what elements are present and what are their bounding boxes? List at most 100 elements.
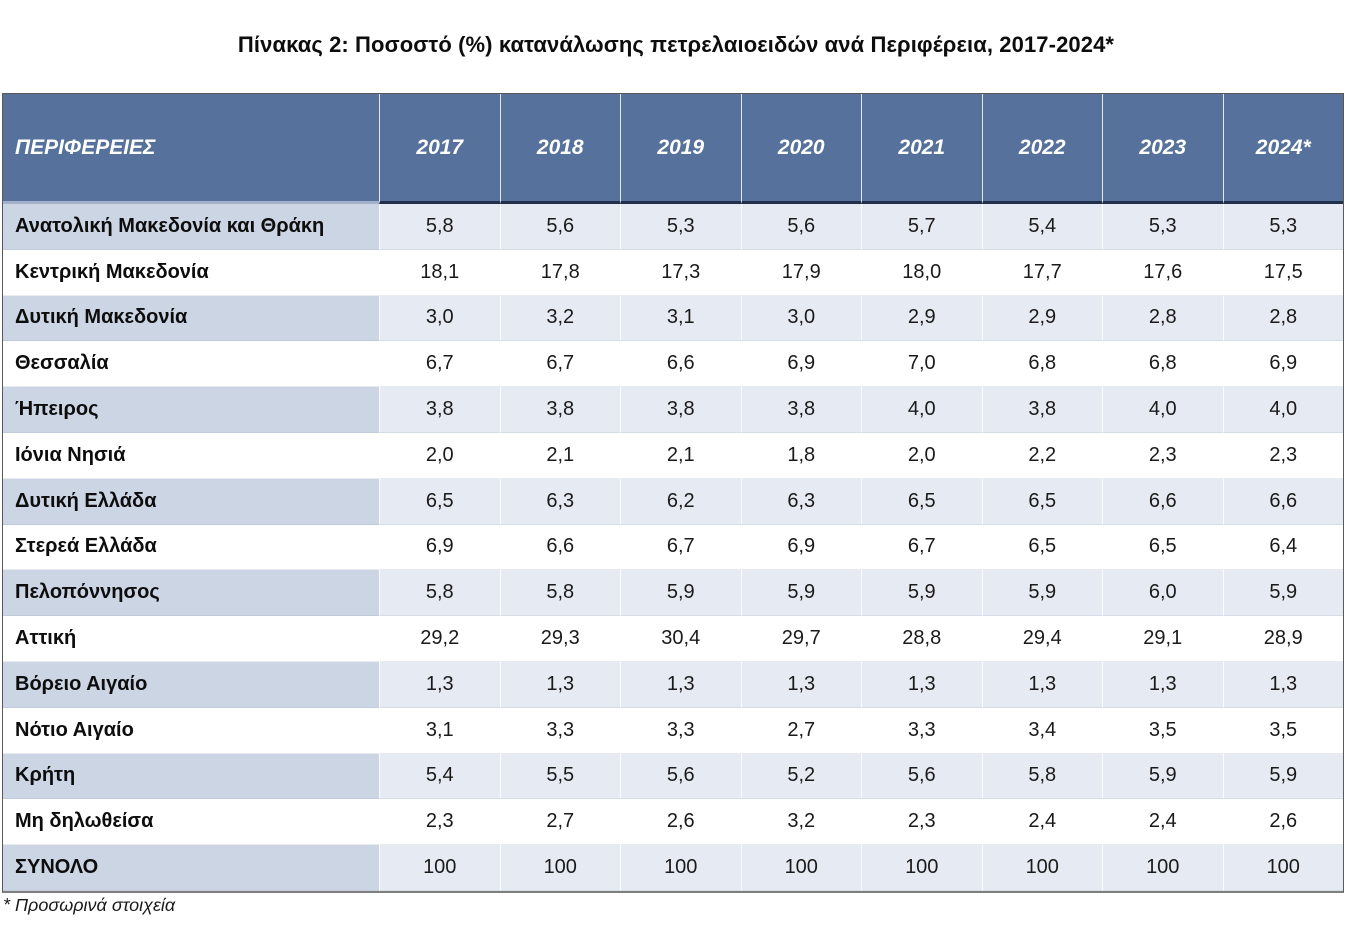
column-header-2017: 2017 <box>379 94 500 204</box>
value-cell: 6,8 <box>981 341 1102 388</box>
value-cell: 100 <box>379 845 500 891</box>
value-cell: 1,8 <box>740 432 861 479</box>
value-cell: 5,8 <box>981 753 1102 800</box>
table-row: Κεντρική Μακεδονία 18,1 17,8 17,3 17,9 18,0 17… <box>3 249 1343 296</box>
value-cell: 100 <box>1102 845 1223 891</box>
value-cell: 2,3 <box>379 799 500 846</box>
value-cell: 29,2 <box>379 616 500 662</box>
value-cell: 6,9 <box>1222 341 1343 388</box>
table-row: Ήπειρος 3,8 3,8 3,8 3,8 4,0 3,8 4,0 4,0 <box>3 387 1343 433</box>
value-cell: 100 <box>740 845 861 891</box>
table-row: Μη δηλωθείσα 2,3 2,7 2,6 3,2 2,3 2,4 2,4 2,6 <box>3 799 1343 846</box>
value-cell: 2,2 <box>981 432 1102 479</box>
value-cell: 5,9 <box>1102 753 1223 800</box>
table-title: Πίνακας 2: Ποσοστό (%) κατανάλωσης πετρε… <box>237 32 1115 57</box>
table-row-total: ΣΥΝΟΛΟ 100 100 100 100 100 100 100 100 <box>3 845 1343 891</box>
value-cell: 2,7 <box>740 707 861 754</box>
value-cell: 5,3 <box>620 204 741 250</box>
value-cell: 1,3 <box>1222 661 1343 708</box>
table-row: Θεσσαλία 6,7 6,7 6,6 6,9 7,0 6,8 6,8 6,9 <box>3 341 1343 388</box>
value-cell: 6,3 <box>499 478 620 525</box>
value-cell: 1,3 <box>981 661 1102 708</box>
region-cell: Αττική <box>3 616 379 662</box>
value-cell: 29,1 <box>1102 616 1223 662</box>
value-cell: 2,1 <box>620 432 741 479</box>
value-cell: 5,7 <box>861 204 982 250</box>
value-cell: 5,6 <box>740 204 861 250</box>
value-cell: 6,6 <box>1222 478 1343 525</box>
table-row: Στερεά Ελλάδα 6,9 6,6 6,7 6,9 6,7 6,5 6,5 6,4 <box>3 524 1343 571</box>
table-row: Δυτική Ελλάδα 6,5 6,3 6,2 6,3 6,5 6,5 6,6 6,6 <box>3 478 1343 525</box>
table-row: Νότιο Αιγαίο 3,1 3,3 3,3 2,7 3,3 3,4 3,5 3,5 <box>3 707 1343 754</box>
column-header-2024: 2024* <box>1222 94 1343 204</box>
value-cell: 5,9 <box>861 570 982 617</box>
value-cell: 3,2 <box>740 799 861 846</box>
value-cell: 5,9 <box>981 570 1102 617</box>
value-cell: 3,5 <box>1222 707 1343 754</box>
value-cell: 2,9 <box>861 295 982 342</box>
value-cell: 29,3 <box>499 616 620 662</box>
value-cell: 1,3 <box>740 661 861 708</box>
value-cell: 17,3 <box>620 249 741 296</box>
region-cell: Νότιο Αιγαίο <box>3 707 379 754</box>
value-cell: 5,3 <box>1102 204 1223 250</box>
value-cell: 2,8 <box>1102 295 1223 342</box>
region-cell: Βόρειο Αιγαίο <box>3 661 379 708</box>
value-cell: 17,6 <box>1102 249 1223 296</box>
value-cell: 6,8 <box>1102 341 1223 388</box>
region-cell: Πελοπόννησος <box>3 570 379 617</box>
column-header-2021: 2021 <box>861 94 982 204</box>
value-cell: 6,6 <box>620 341 741 388</box>
value-cell: 5,9 <box>1222 753 1343 800</box>
value-cell: 2,8 <box>1222 295 1343 342</box>
region-cell: Κεντρική Μακεδονία <box>3 249 379 296</box>
column-header-2023: 2023 <box>1102 94 1223 204</box>
value-cell: 17,9 <box>740 249 861 296</box>
value-cell: 2,1 <box>499 432 620 479</box>
value-cell: 3,0 <box>379 295 500 342</box>
value-cell: 5,9 <box>620 570 741 617</box>
region-cell: Θεσσαλία <box>3 341 379 388</box>
value-cell: 6,0 <box>1102 570 1223 617</box>
value-cell: 100 <box>499 845 620 891</box>
value-cell: 5,4 <box>981 204 1102 250</box>
value-cell: 2,4 <box>1102 799 1223 846</box>
region-cell: Ιόνια Νησιά <box>3 432 379 479</box>
value-cell: 30,4 <box>620 616 741 662</box>
value-cell: 6,6 <box>499 524 620 571</box>
value-cell: 5,3 <box>1222 204 1343 250</box>
value-cell: 3,5 <box>1102 707 1223 754</box>
value-cell: 5,8 <box>379 204 500 250</box>
column-header-2019: 2019 <box>620 94 741 204</box>
value-cell: 6,5 <box>981 524 1102 571</box>
value-cell: 3,8 <box>379 387 500 433</box>
value-cell: 2,7 <box>499 799 620 846</box>
value-cell: 4,0 <box>861 387 982 433</box>
value-cell: 3,4 <box>981 707 1102 754</box>
table-row: Κρήτη 5,4 5,5 5,6 5,2 5,6 5,8 5,9 5,9 <box>3 753 1343 800</box>
header-row: ΠΕΡΙΦΕΡΕΙΕΣ 2017 2018 2019 2020 2021 202… <box>3 94 1343 204</box>
value-cell: 6,7 <box>499 341 620 388</box>
value-cell: 3,8 <box>981 387 1102 433</box>
value-cell: 17,8 <box>499 249 620 296</box>
value-cell: 2,0 <box>861 432 982 479</box>
value-cell: 1,3 <box>379 661 500 708</box>
value-cell: 3,8 <box>620 387 741 433</box>
value-cell: 6,2 <box>620 478 741 525</box>
value-cell: 2,6 <box>1222 799 1343 846</box>
value-cell: 1,3 <box>499 661 620 708</box>
region-cell: ΣΥΝΟΛΟ <box>3 845 379 891</box>
value-cell: 2,3 <box>1222 432 1343 479</box>
value-cell: 3,8 <box>499 387 620 433</box>
column-header-2022: 2022 <box>981 94 1102 204</box>
column-header-2018: 2018 <box>499 94 620 204</box>
value-cell: 6,4 <box>1222 524 1343 571</box>
table-row: Ιόνια Νησιά 2,0 2,1 2,1 1,8 2,0 2,2 2,3 2,3 <box>3 432 1343 479</box>
value-cell: 3,1 <box>620 295 741 342</box>
value-cell: 2,0 <box>379 432 500 479</box>
region-cell: Ήπειρος <box>3 387 379 433</box>
value-cell: 5,5 <box>499 753 620 800</box>
value-cell: 5,6 <box>861 753 982 800</box>
value-cell: 6,6 <box>1102 478 1223 525</box>
table-row: Πελοπόννησος 5,8 5,8 5,9 5,9 5,9 5,9 6,0 5,9 <box>3 570 1343 617</box>
